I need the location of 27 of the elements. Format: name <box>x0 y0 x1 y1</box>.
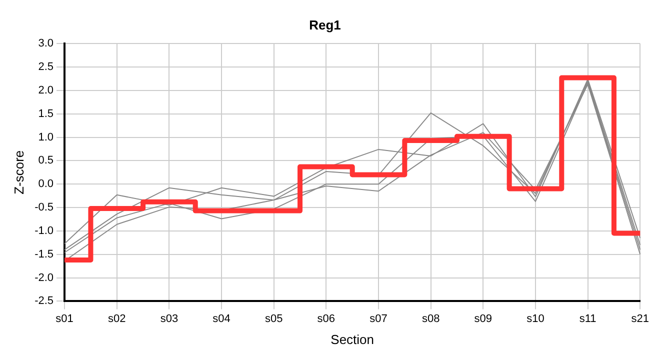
x-tick-label: s02 <box>108 312 126 325</box>
y-tick-label: -0.5 <box>34 202 54 214</box>
y-tick-label: -2.5 <box>34 295 54 308</box>
y-tick-label: 2.0 <box>38 84 54 96</box>
chart-title: Reg1 <box>309 17 341 32</box>
y-axis-title: Z-score <box>11 150 26 194</box>
y-tick-label: 1.0 <box>38 131 54 144</box>
x-tick-label: s01 <box>56 312 74 325</box>
x-axis-title: Section <box>330 332 374 347</box>
y-tick-label: 2.5 <box>38 61 54 74</box>
y-tick-label: -2.0 <box>34 272 54 284</box>
x-tick-label: s06 <box>317 312 336 325</box>
y-tick-label: -1.5 <box>34 248 54 260</box>
y-tick-label: 3.0 <box>38 38 54 50</box>
x-tick-label: s09 <box>474 312 492 325</box>
x-tick-label: s11 <box>579 312 596 325</box>
x-tick-label: s03 <box>160 312 178 325</box>
x-tick-label: s08 <box>422 312 440 325</box>
x-tick-label: s21 <box>631 312 650 325</box>
y-tick-label: 0.0 <box>38 178 54 190</box>
y-tick-label: -1.0 <box>34 224 54 237</box>
y-tick-label: 1.5 <box>38 108 54 120</box>
y-tick-label: 0.5 <box>38 154 54 167</box>
x-tick-label: s04 <box>212 312 230 325</box>
x-tick-label: s10 <box>526 312 544 325</box>
x-tick-label: s07 <box>370 312 388 325</box>
x-tick-label: s05 <box>264 312 283 325</box>
